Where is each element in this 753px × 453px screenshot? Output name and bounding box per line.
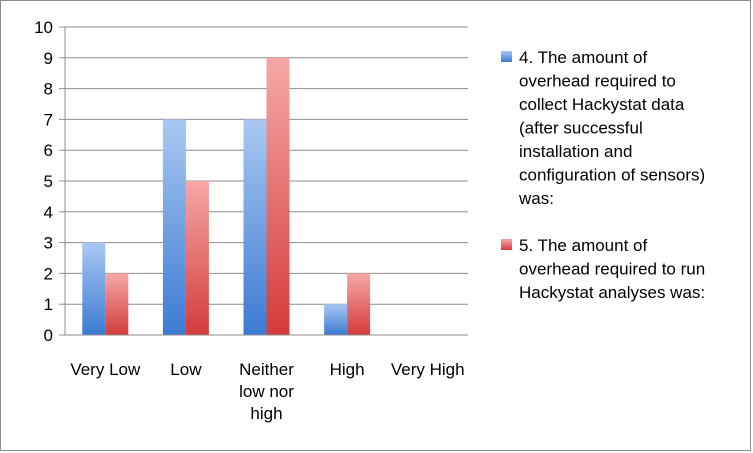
legend-marker-series2 [501,239,512,250]
legend-label-line: collect Hackystat data [519,95,685,114]
legend-label-series1: 4. The amount of overhead required to coll… [518,48,705,208]
y-tick-labels: 0 1 2 3 4 5 6 7 8 9 10 [34,18,53,345]
legend-label-line: installation and [519,142,632,161]
y-tick-label: 1 [44,295,53,314]
legend-label-line: Hackystat analyses was: [519,283,705,302]
x-tick-label: High [330,360,365,379]
x-tick-label-line: low nor [239,382,294,401]
legend-label-line: overhead required to [519,72,676,91]
bar-series1-2 [243,119,267,336]
y-tick-label: 8 [44,80,53,99]
legend-label-line: configuration of sensors) [519,166,705,185]
legend-label-line: (after successful [519,119,643,138]
x-tick-label: Very Low [70,360,141,379]
legend-label-line: 4. The amount of [519,48,647,67]
y-tick-label: 5 [44,172,53,191]
x-tick-label-line: Very High [391,360,465,379]
x-tick-label: Low [170,360,202,379]
x-tick-label: Very High [391,360,465,379]
bar-series1-1 [162,119,186,336]
y-tick-label: 7 [44,110,53,129]
y-tick-label: 10 [34,18,53,37]
bars [82,57,371,336]
x-tick-label-line: high [250,404,282,423]
legend: 4. The amount of overhead required to coll… [501,48,705,302]
y-tick-label: 9 [44,49,53,68]
legend-label-series2: 5. The amount of overhead required to run… [519,236,705,302]
x-tick-label-line: Low [170,360,202,379]
bar-series2-1 [185,181,209,335]
y-tick-label: 2 [44,264,53,283]
y-tick-label: 3 [44,234,53,253]
x-tick-labels: Very Low Low Neither low nor high High Very Hi… [70,360,464,423]
bar-series2-3 [347,273,371,335]
bar-series2-2 [266,57,290,336]
x-tick-label-line: High [330,360,365,379]
bar-series2-0 [105,273,129,335]
y-tick-label: 0 [44,326,53,345]
y-tick-label: 4 [44,203,53,222]
legend-marker-series1 [501,51,512,62]
legend-label-line: 5. The amount of [519,236,647,255]
axes [59,26,468,336]
y-tick-label: 6 [44,141,53,160]
legend-label-line: overhead required to run [519,260,705,279]
bar-series1-3 [324,304,348,335]
x-tick-label-line: Very Low [70,360,141,379]
x-tick-label: Neither low nor high [239,360,294,423]
legend-label-line: was: [518,189,554,208]
x-tick-label-line: Neither [239,360,294,379]
bar-series1-0 [82,242,106,335]
